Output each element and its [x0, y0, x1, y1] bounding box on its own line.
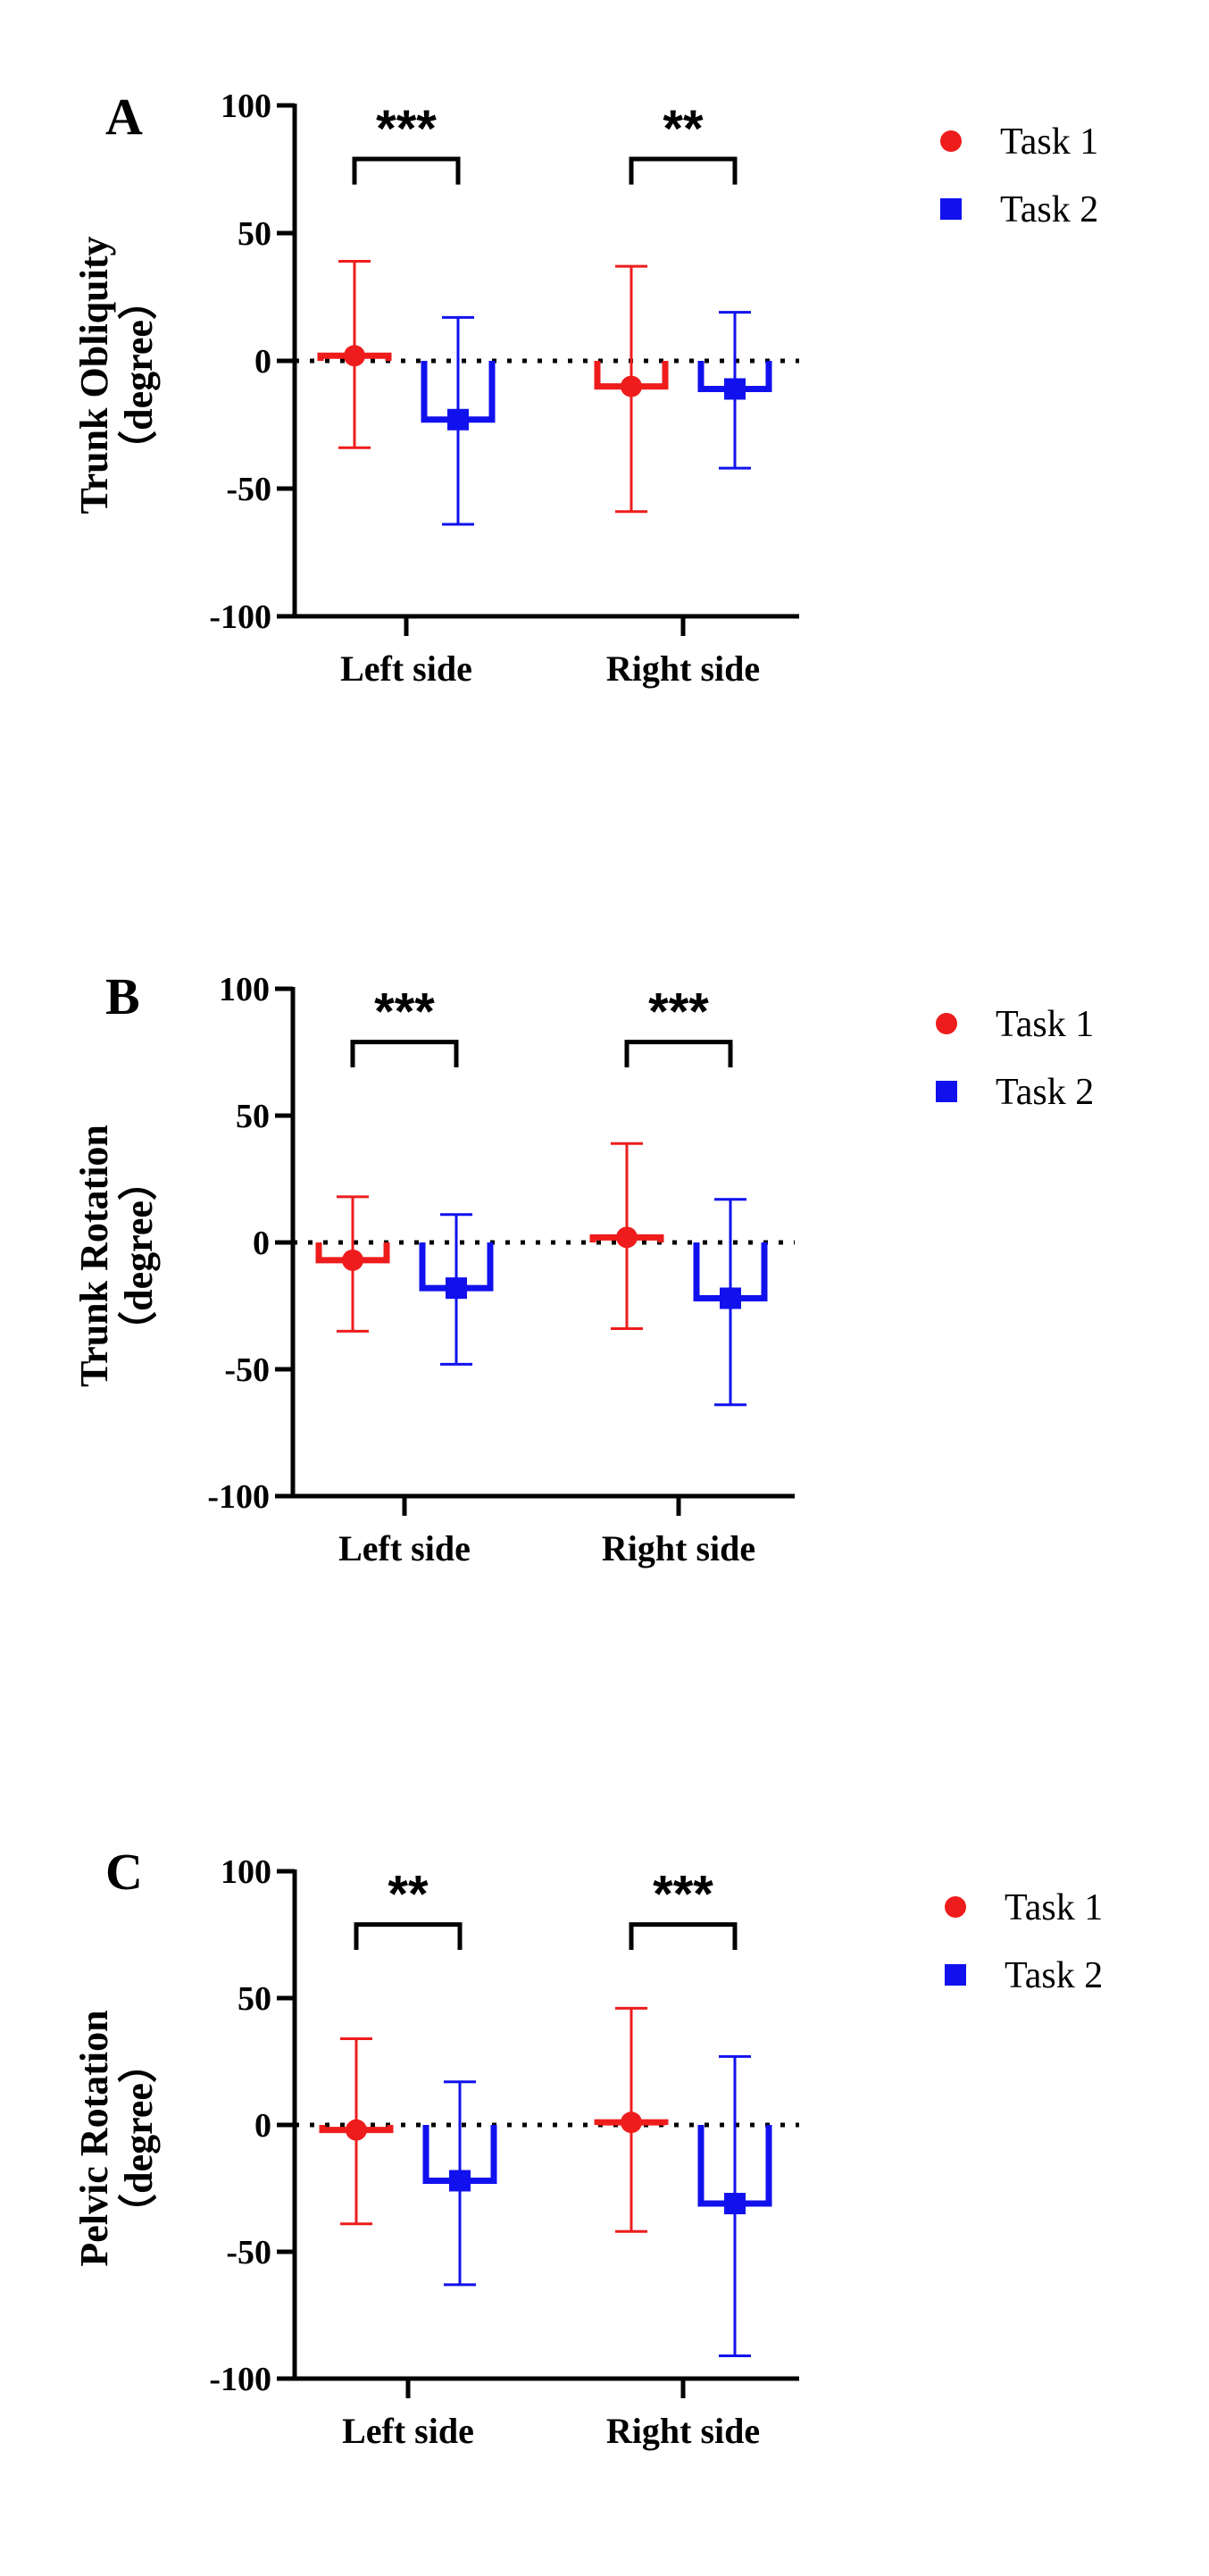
y-tick-label: 0	[254, 343, 271, 381]
y-tick-label: 100	[221, 1853, 271, 1891]
significance-label: **	[663, 100, 704, 158]
x-category-label: Left side	[340, 648, 472, 689]
data-point-task-2	[724, 378, 746, 400]
y-axis-title: Pelvic Rotation （degree）	[72, 2010, 161, 2266]
legend-marker-square	[940, 198, 962, 220]
x-category-label: Right side	[606, 648, 760, 689]
data-point-task-2	[724, 2193, 746, 2215]
legend-marker-square	[936, 1081, 957, 1102]
panel-letter: A	[105, 88, 143, 146]
y-tick-label: -100	[209, 598, 271, 636]
significance-labels: *** **	[376, 100, 704, 158]
significance-label: ***	[653, 1866, 713, 1924]
y-tick-label: -100	[207, 1478, 270, 1516]
legend: Task 1 Task 2	[1000, 121, 1098, 230]
y-tick-label: 0	[254, 2107, 271, 2145]
significance-labels: *** ***	[374, 983, 709, 1041]
legend-label: Task 1	[1005, 1887, 1103, 1928]
x-category-label: Left side	[338, 1528, 471, 1568]
x-category-label: Left side	[342, 2411, 474, 2451]
y-axis-unit: （degree）	[117, 280, 161, 470]
data-point-task-1	[342, 1249, 363, 1271]
legend-marker-circle	[936, 1013, 957, 1034]
x-category-labels: Left side Right side	[338, 1528, 755, 1568]
y-tick-label: 50	[236, 1098, 270, 1135]
y-tick-label: 50	[238, 1980, 271, 2018]
panel-b: B Trunk Rotation （degree） 100 50 0 -50 -…	[72, 967, 1094, 1568]
y-axis-unit: （degree）	[117, 1161, 161, 1351]
panel-c: C Pelvic Rotation （degree） 100 50 0 -50 …	[72, 1843, 1103, 2451]
legend-marker-square	[945, 1964, 966, 1986]
data-point-task-1	[346, 2119, 367, 2141]
y-tick-label: 50	[238, 215, 271, 253]
y-tick-label: -50	[226, 2234, 271, 2271]
x-category-label: Right side	[606, 2411, 760, 2451]
x-category-labels: Left side Right side	[342, 2411, 760, 2451]
significance-label: ***	[374, 983, 435, 1041]
legend-label: Task 1	[996, 1004, 1094, 1045]
data-point-task-1	[344, 345, 365, 367]
legend: Task 1 Task 2	[1005, 1887, 1103, 1996]
legend-label: Task 2	[1005, 1955, 1103, 1996]
significance-bracket	[350, 1040, 459, 1068]
legend-label: Task 2	[996, 1072, 1094, 1113]
x-category-label: Right side	[602, 1528, 755, 1568]
legend-label: Task 2	[1000, 189, 1098, 230]
y-tick-label: 100	[221, 88, 271, 125]
y-tick-label: -50	[226, 471, 271, 508]
significance-label: **	[388, 1866, 429, 1924]
panel-a: A Trunk Obliquity （degree） 100 50 0 -50 …	[72, 88, 1098, 689]
significance-bracket	[352, 156, 461, 185]
x-category-labels: Left side Right side	[340, 648, 760, 689]
y-tick-labels: 100 50 0 -50 -100	[207, 971, 270, 1516]
significance-label: ***	[376, 100, 437, 158]
legend: Task 1 Task 2	[996, 1004, 1094, 1113]
y-tick-label: 100	[219, 971, 270, 1008]
y-axis-title: Trunk Obliquity （degree）	[72, 237, 161, 514]
y-tick-labels: 100 50 0 -50 -100	[209, 1853, 271, 2398]
data-point-task-1	[616, 1226, 638, 1249]
panel-letter: B	[105, 967, 140, 1025]
y-axis-label: Trunk Rotation	[72, 1125, 116, 1387]
data-point-task-2	[449, 2170, 471, 2192]
y-tick-label: 0	[253, 1225, 270, 1262]
y-tick-labels: 100 50 0 -50 -100	[209, 88, 271, 636]
data-point-task-2	[446, 1277, 467, 1300]
legend-marker-circle	[940, 130, 962, 152]
significance-bracket	[629, 1922, 738, 1951]
y-tick-label: -100	[209, 2361, 271, 2398]
data-point-task-2	[720, 1287, 741, 1309]
y-tick-label: -50	[224, 1351, 270, 1389]
y-axis-title: Trunk Rotation （degree）	[72, 1125, 161, 1387]
y-axis-label: Pelvic Rotation	[72, 2010, 116, 2266]
y-axis-label: Trunk Obliquity	[72, 237, 116, 514]
significance-label: ***	[648, 983, 709, 1041]
data-point-task-1	[621, 2112, 642, 2134]
legend-label: Task 1	[1000, 121, 1098, 163]
y-axis-unit: （degree）	[117, 2044, 161, 2233]
data-point-task-2	[447, 408, 469, 431]
significance-bracket	[624, 1040, 733, 1068]
panel-letter: C	[105, 1843, 143, 1901]
legend-marker-circle	[945, 1896, 966, 1918]
significance-bracket	[629, 156, 738, 185]
data-point-task-1	[621, 375, 642, 397]
significance-bracket	[354, 1922, 463, 1951]
significance-labels: ** ***	[388, 1866, 713, 1924]
